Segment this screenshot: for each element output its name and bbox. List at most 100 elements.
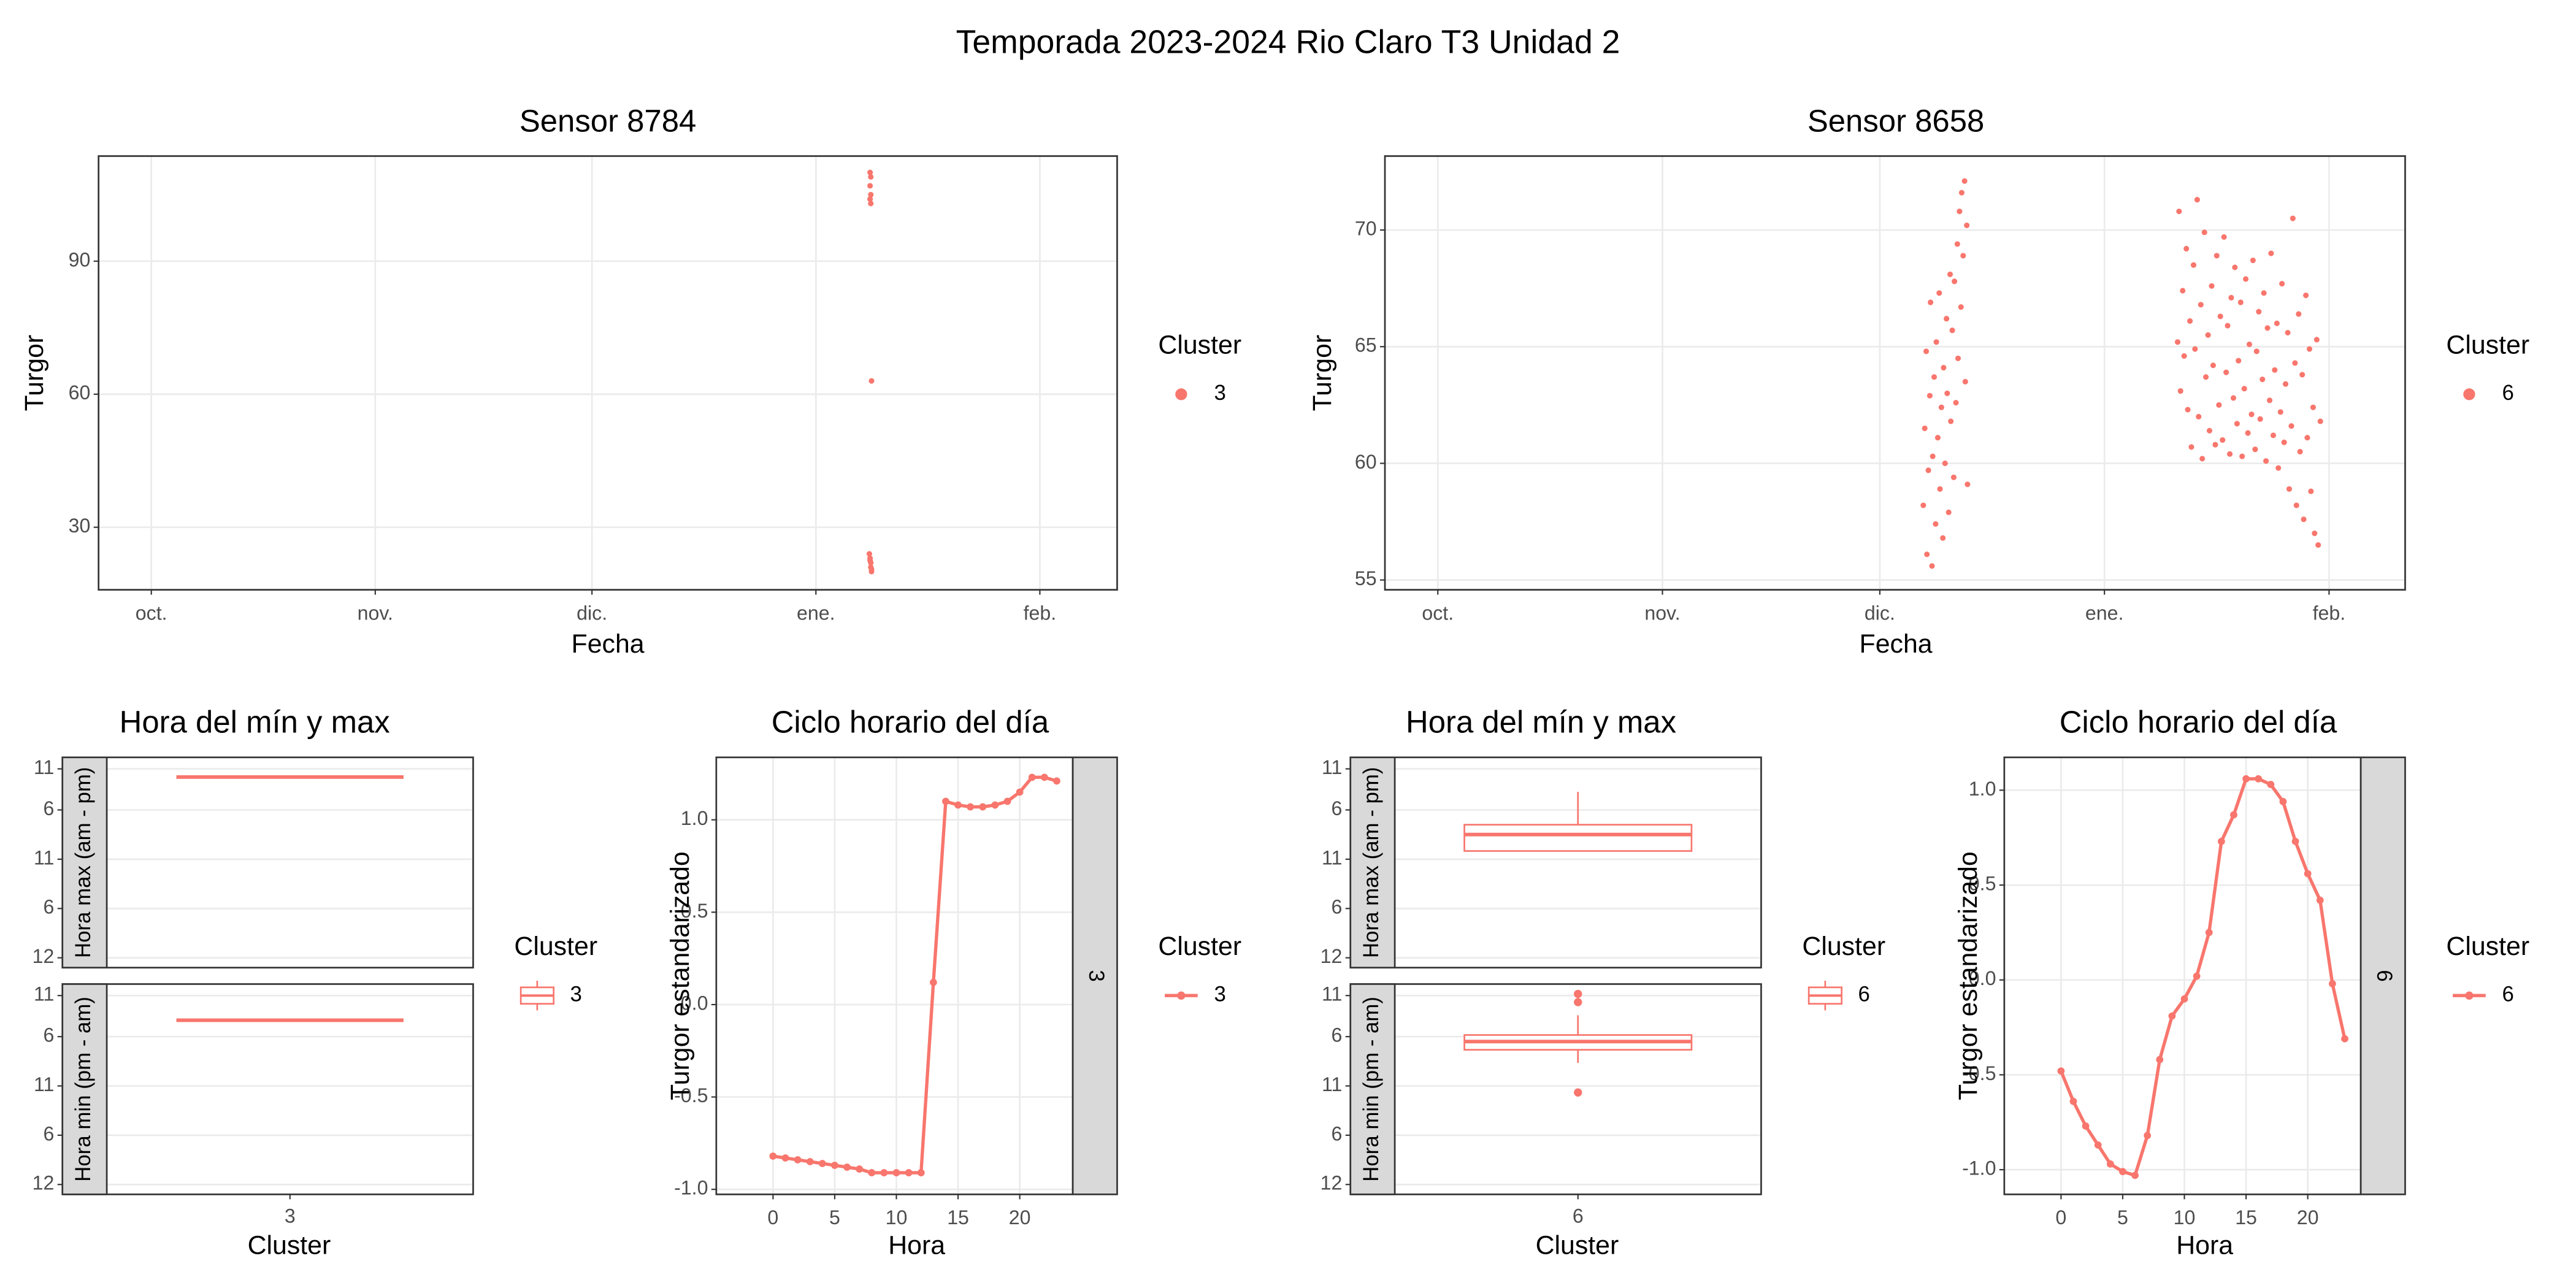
point [2292,360,2298,366]
point [818,1160,826,1167]
facet-label: Hora max (am - pm) [71,767,95,958]
point [2274,320,2280,326]
legend-title: Cluster [1158,932,1241,961]
y-tick-label: 1.0 [1969,778,1996,800]
point [2308,488,2314,494]
point [2216,402,2222,408]
legend-swatch [2465,991,2474,1000]
x-tick-label: feb. [2313,602,2346,624]
point [1925,467,1931,473]
legend-title: Cluster [2446,932,2529,961]
facet-strip [61,756,108,969]
x-tick-label: dic. [577,602,607,624]
point [2286,486,2292,492]
chart-title: Hora del mín y max [1406,705,1676,740]
point [2223,369,2229,375]
point [2310,404,2316,410]
y-tick-label: 12 [33,945,55,967]
point [991,801,999,809]
point [2176,209,2182,215]
point [2250,257,2256,264]
point [2228,294,2234,301]
y-tick-label: 0.5 [1969,873,1996,895]
point [2270,432,2276,439]
point [2198,302,2204,308]
y-tick-label: -1.0 [1962,1157,1996,1179]
legend-title: Cluster [2446,330,2529,359]
y-tick-label: 6 [1332,1024,1343,1046]
y-tick-label: 11 [1322,983,1342,1005]
point [868,191,874,197]
y-tick-label: 6 [44,896,55,918]
legend-label: 3 [1214,381,1225,405]
y-axis-title: Turgor estandarizado [1953,851,1983,1100]
point [2205,929,2213,937]
point [868,569,875,575]
point [1923,348,1930,355]
line [2059,777,2347,1178]
point [2313,337,2320,343]
point [1950,474,1957,480]
x-tick-label: nov. [1644,602,1680,624]
point [1957,209,1963,215]
point [831,1162,838,1169]
y-tick-label: 6 [1332,896,1343,918]
point [866,551,872,557]
point [2281,439,2287,445]
point [2293,502,2299,508]
point [1934,435,1941,441]
point [1003,797,1011,805]
point [1926,393,1933,399]
x-tick-label: oct. [136,602,167,624]
point [2256,309,2262,315]
legend-swatch [1175,388,1187,401]
point [1941,364,1947,371]
y-tick-label: 11 [34,983,54,1005]
point [2194,197,2200,203]
point [2206,427,2213,434]
point [868,559,874,566]
point [1040,773,1048,781]
x-tick-label: ene. [2085,602,2124,624]
x-tick-label: nov. [358,602,393,624]
point [2234,421,2240,427]
point [1962,378,1968,385]
point [2217,837,2225,845]
point [2264,325,2271,331]
x-axis-title: Cluster [248,1230,331,1260]
x-tick-label: 10 [2174,1206,2196,1229]
point [2248,412,2255,418]
legend-label: 6 [2502,982,2513,1006]
point [1948,418,1954,424]
point [2119,1168,2126,1176]
y-tick-label: 11 [1322,846,1342,868]
facet-strip [1349,756,1396,969]
point [929,978,937,986]
point [1942,460,1948,466]
point [2263,458,2269,464]
point [1929,563,1935,569]
point [2285,329,2291,335]
y-tick-label: -1.0 [674,1177,708,1199]
point [2297,448,2303,454]
legend-swatch [1177,991,1186,1000]
point [1949,328,1955,334]
point [2221,234,2227,240]
x-tick-label: 20 [2297,1206,2319,1229]
point [2245,430,2251,436]
y-tick-label: 0.5 [681,900,708,922]
point [1955,355,1961,361]
point [2275,465,2282,471]
point [2257,416,2263,422]
point [2328,980,2336,987]
point [1937,486,1943,492]
point [2266,397,2273,404]
point [967,803,975,811]
plot-border [98,155,1118,591]
point [2214,253,2220,259]
point [2185,407,2191,413]
y-tick-label: 0.0 [681,992,708,1014]
point [2241,386,2247,392]
point [1944,390,1950,396]
